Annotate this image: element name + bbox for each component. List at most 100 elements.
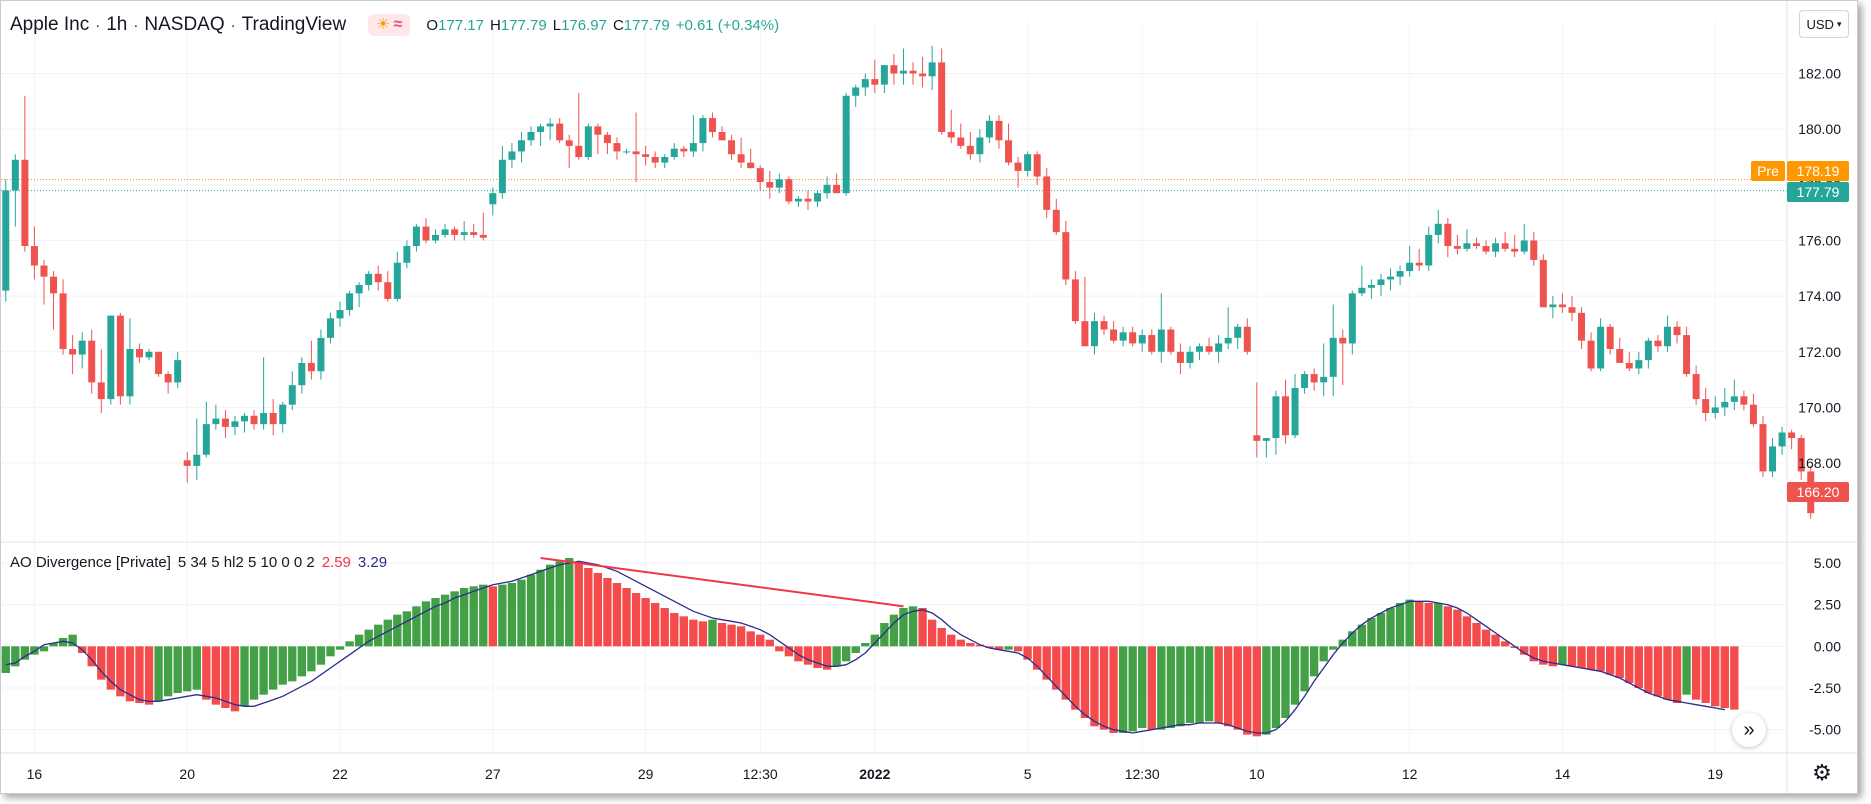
candle-body [1663,326,1671,347]
ao-signal-line [5,560,1725,734]
candle-body [623,151,631,153]
ao-bar [402,611,412,647]
ao-histogram [1,558,1739,737]
ao-bar [1214,646,1223,723]
candle-body [164,374,172,383]
candle-body [1415,262,1423,266]
candle-body [1482,246,1490,252]
chart-canvas[interactable]: 182.00180.00178.00176.00174.00172.00170.… [1,1,1857,793]
candle-body [374,273,382,283]
ao-bar [1405,599,1414,647]
candle-body [1539,259,1547,308]
ao-bar [1672,646,1682,703]
ao-bar [1462,616,1472,647]
ao-bar [1252,646,1261,737]
ao-bar [1415,601,1424,647]
ao-bar [1663,646,1672,700]
scroll-to-realtime-button[interactable]: » [1732,713,1766,747]
candle-body [298,362,306,386]
candle-body [919,73,927,77]
candle-body [1406,262,1414,272]
ao-bar [622,588,631,647]
candle-body [250,415,258,425]
candle-body [842,95,850,194]
gear-icon[interactable]: ⚙ [1812,760,1832,785]
ao-bar [440,594,450,647]
symbol-legend[interactable]: Apple Inc · 1h · NASDAQ · TradingView ☀ … [10,12,779,38]
ao-bar [1500,641,1510,647]
ao-bar [58,638,68,647]
indicator-value-2: 3.29 [357,554,388,571]
candle-body [212,418,220,425]
candle-body [1377,279,1385,285]
candle-body [1090,321,1098,347]
ao-bar [144,646,154,705]
candle-body [288,385,296,405]
ao-bar [49,643,58,647]
candle-body [556,123,564,141]
indicator-legend[interactable]: AO Divergence [Private] 5 34 5 hl2 5 10 … [10,554,387,571]
market-status[interactable]: ☀ ≈ [368,14,411,36]
candle-body [1434,223,1442,235]
candle-body [1597,326,1605,369]
ao-bar [1730,646,1739,710]
ao-bar [221,646,230,708]
ao-tick-label: 2.50 [1814,597,1841,613]
ao-bar [116,646,125,697]
ao-bar [1711,646,1720,707]
time-tick-label: 12 [1402,766,1418,782]
candle-body [1224,337,1232,344]
candle-body [2,190,10,291]
candle-body [221,418,229,427]
candle-body [938,62,946,132]
candle-body [642,154,650,157]
ao-bar [1166,646,1176,728]
candle-body [861,79,869,88]
candle-body [1711,407,1719,413]
last-close-price-tag: 177.79 [1787,182,1849,202]
candle-body [575,145,583,157]
ao-bar [1577,646,1586,668]
candle-body [1281,396,1289,436]
ao-bar [1309,646,1319,677]
candle-body [1043,176,1051,210]
ao-bar [1357,624,1367,647]
candle-body [1387,276,1395,280]
ao-bar [20,646,30,660]
candle-body [1215,343,1223,352]
candle-body [21,159,29,247]
ao-bar [698,621,708,647]
ao-bar [1157,646,1166,730]
candle-body [116,315,124,397]
currency-selector[interactable]: USD ▾ [1799,10,1849,38]
ao-bar [593,573,603,647]
double-chevron-right-icon: » [1743,718,1755,741]
price-tick-label: 180.00 [1798,121,1841,137]
candle-body [995,120,1003,141]
ao-bar [68,634,77,647]
candle-body [355,285,363,294]
ao-bar [1558,646,1567,665]
ao-bar [526,574,536,647]
ao-bar [450,591,459,647]
candle-body [1492,243,1500,252]
ao-bar [1481,629,1491,647]
high-value: 177.79 [500,16,547,34]
candle-body [460,232,468,235]
ao-tick-label: -2.50 [1809,680,1841,696]
candle-body [1625,362,1633,369]
ao-bar [1625,646,1634,683]
ao-bar [832,646,841,667]
ao-bar [1682,646,1691,695]
low-value: 176.97 [561,16,607,34]
candle-body [241,415,249,422]
ao-bar [861,643,870,647]
time-tick-label: 12:30 [743,766,778,782]
price-tick-label: 168.00 [1798,455,1841,471]
ao-bar [947,634,956,647]
ao-signal-line [5,560,1725,734]
candle-body [126,349,134,397]
ao-bar [1434,603,1443,647]
candle-body [78,340,86,355]
